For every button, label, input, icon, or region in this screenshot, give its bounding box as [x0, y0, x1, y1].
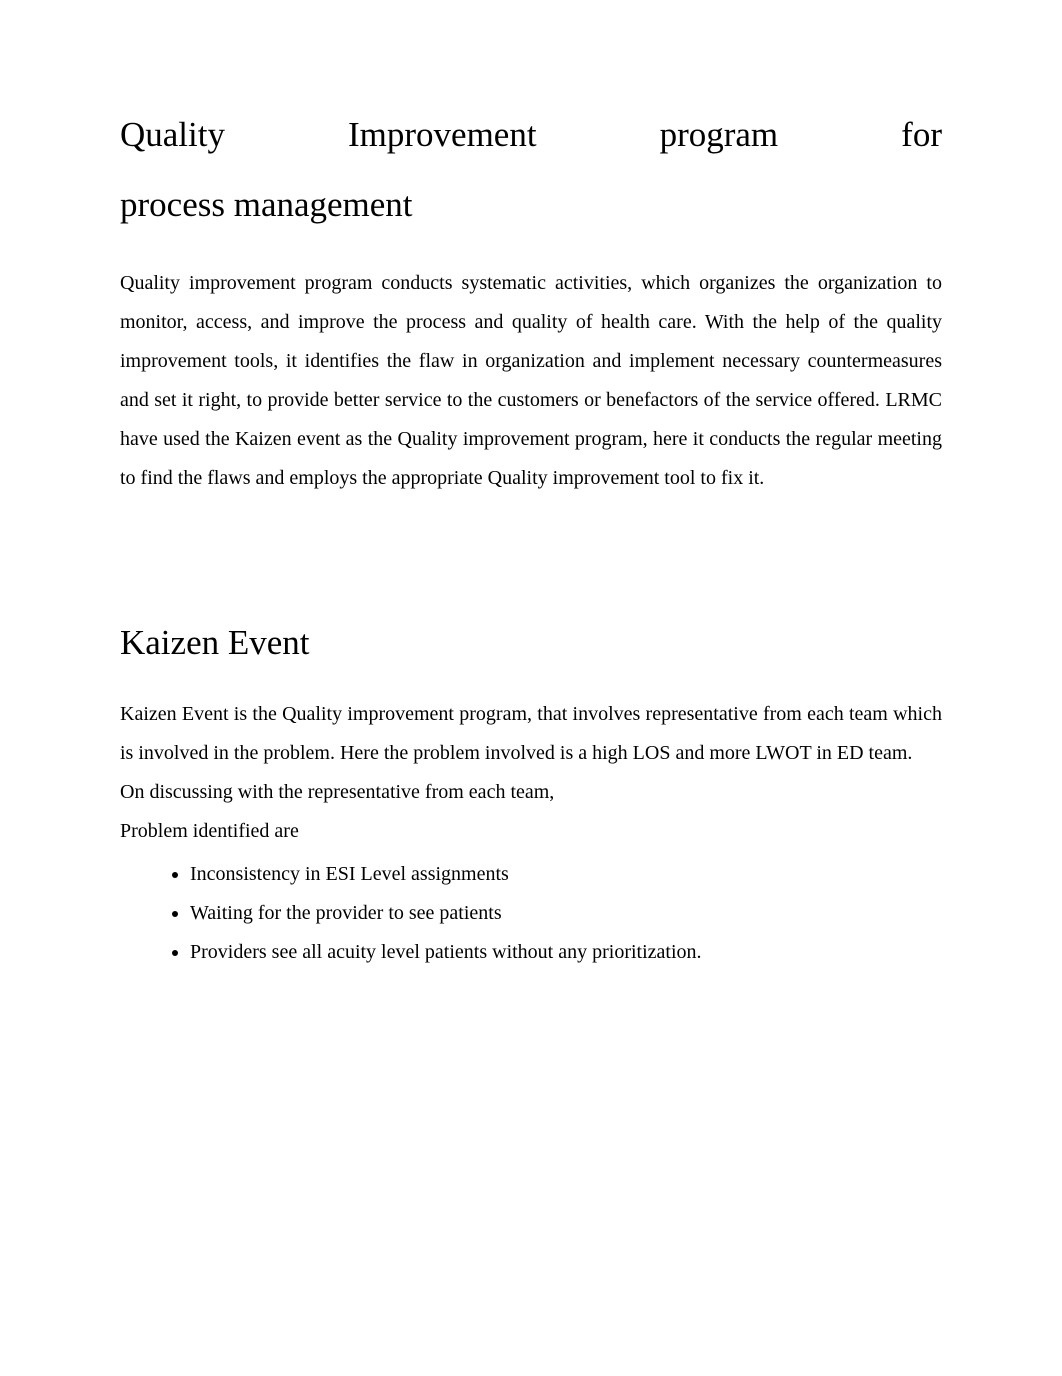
section2-paragraph3: Problem identified are [120, 812, 942, 851]
list-item: Waiting for the provider to see patients [190, 894, 942, 933]
section2-paragraph1: Kaizen Event is the Quality improvement … [120, 695, 942, 773]
section2-paragraph2: On discussing with the representative fr… [120, 773, 942, 812]
section1-paragraph: Quality improvement program conducts sys… [120, 264, 942, 498]
document-page: Quality Improvement program for process … [120, 100, 942, 972]
section1-title: Quality Improvement program for process … [120, 100, 942, 240]
title-word: program [660, 100, 779, 170]
list-item: Inconsistency in ESI Level assignments [190, 855, 942, 894]
title-word: Quality [120, 100, 225, 170]
section2-title: Kaizen Event [120, 618, 942, 667]
list-item: Providers see all acuity level patients … [190, 933, 942, 972]
section1-title-line1: Quality Improvement program for [120, 100, 942, 170]
section2-bullet-list: Inconsistency in ESI Level assignments W… [120, 855, 942, 972]
section1-title-line2: process management [120, 185, 413, 224]
title-word: Improvement [348, 100, 537, 170]
title-word: for [901, 100, 942, 170]
